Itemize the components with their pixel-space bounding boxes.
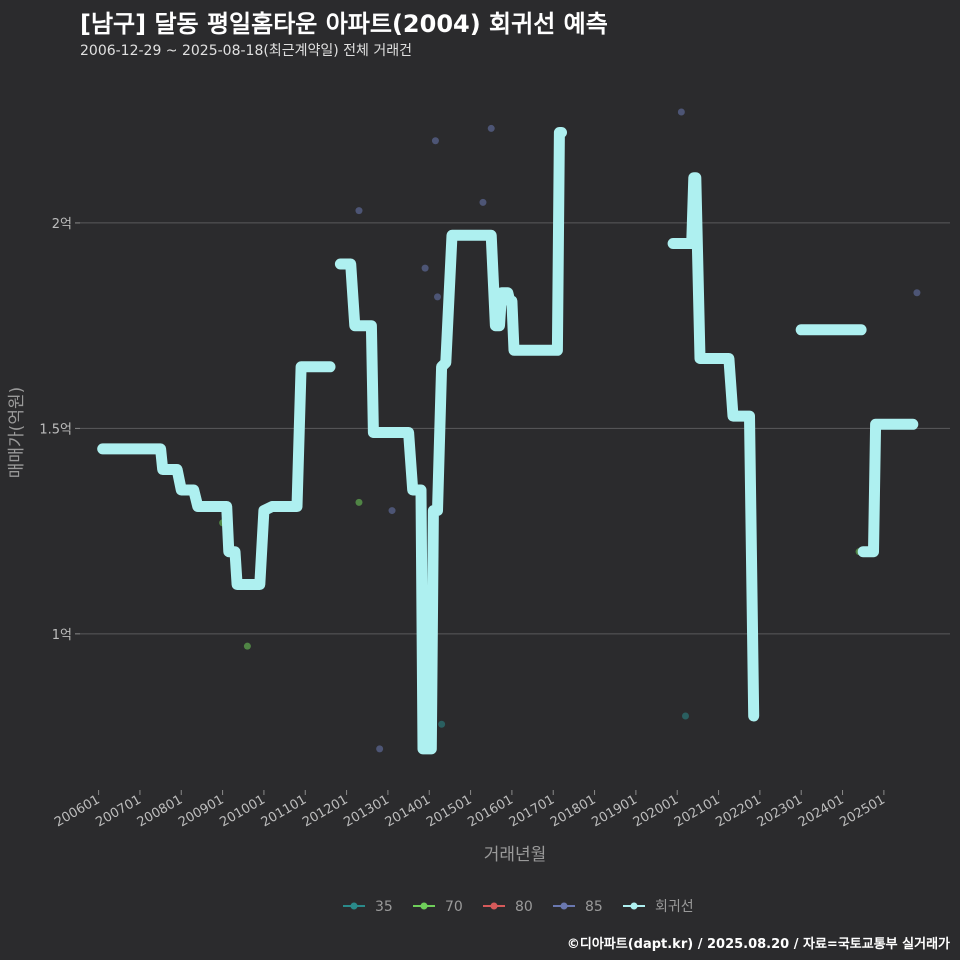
- x-tick-label: 202101: [672, 792, 722, 830]
- y-tick-label: 1.5억: [39, 422, 72, 437]
- data-point-85: [913, 289, 921, 297]
- x-tick-label: 201501: [424, 792, 474, 830]
- x-tick-label: 202401: [796, 792, 846, 830]
- y-axis-title: 매매가(억원): [7, 387, 27, 478]
- y-axis: 1억 1.5억 2억: [39, 217, 80, 643]
- x-tick-label: 201301: [341, 792, 391, 830]
- source-caption: ©디아파트(dapt.kr) / 2025.08.20 / 자료=국토교통부 실…: [566, 937, 950, 952]
- data-point-85: [388, 507, 396, 515]
- x-tick-label: 200901: [176, 792, 226, 830]
- regression-line-group: [97, 127, 919, 755]
- x-tick-label: 201701: [507, 792, 557, 830]
- legend-swatch-35: [350, 902, 358, 910]
- legend-label: 회귀선: [655, 899, 694, 915]
- x-axis-title: 거래년월: [484, 845, 547, 865]
- x-tick-label: 202001: [631, 792, 681, 830]
- legend-swatch-회귀선: [630, 902, 638, 910]
- y-tick-label: 2억: [52, 217, 72, 232]
- x-tick-label: 201101: [259, 792, 309, 830]
- legend-swatch-85: [560, 902, 568, 910]
- regression-line-segment: [97, 361, 336, 590]
- x-tick-label: 200701: [93, 792, 143, 830]
- grid-lines: [80, 222, 950, 635]
- data-point-70: [355, 498, 363, 506]
- x-tick-label: 201601: [465, 792, 515, 830]
- data-point-35: [438, 720, 446, 728]
- legend-label: 35: [375, 899, 393, 915]
- data-point-85: [677, 108, 685, 116]
- legend-swatch-70: [420, 902, 428, 910]
- x-tick-label: 202501: [837, 792, 887, 830]
- regression-line-segment: [334, 127, 567, 755]
- x-tick-label: 201801: [548, 792, 598, 830]
- data-point-85: [479, 198, 487, 206]
- data-point-85: [487, 124, 495, 132]
- data-point-85: [376, 745, 384, 753]
- x-tick-label: 200601: [52, 792, 102, 830]
- data-point-85: [431, 137, 439, 145]
- data-point-35: [681, 712, 689, 720]
- scatter-points: [219, 108, 921, 753]
- data-point-85: [421, 264, 429, 272]
- legend-label: 80: [515, 899, 533, 915]
- x-tick-label: 202301: [755, 792, 805, 830]
- regression-line-segment: [667, 172, 760, 722]
- y-tick-label: 1억: [52, 628, 72, 643]
- x-tick-label: 201901: [589, 792, 639, 830]
- regression-line-segment: [857, 418, 919, 558]
- x-tick-label: 202201: [713, 792, 763, 830]
- x-tick-label: 200801: [135, 792, 185, 830]
- data-point-70: [243, 642, 251, 650]
- legend-swatch-80: [490, 902, 498, 910]
- chart-title: [남구] 달동 평일홈타운 아파트(2004) 회귀선 예측: [80, 10, 608, 38]
- chart-subtitle: 2006-12-29 ~ 2025-08-18(최근계약일) 전체 거래건: [80, 43, 412, 59]
- x-tick-label: 201201: [300, 792, 350, 830]
- data-point-85: [434, 293, 442, 301]
- legend-label: 85: [585, 899, 603, 915]
- legend-label: 70: [445, 899, 463, 915]
- x-tick-label: 201401: [383, 792, 433, 830]
- x-axis: 2006012007012008012009012010012011012012…: [52, 790, 888, 830]
- x-tick-label: 201001: [217, 792, 267, 830]
- data-point-85: [355, 207, 363, 215]
- legend: 35 70 80 85 회귀선: [343, 899, 694, 915]
